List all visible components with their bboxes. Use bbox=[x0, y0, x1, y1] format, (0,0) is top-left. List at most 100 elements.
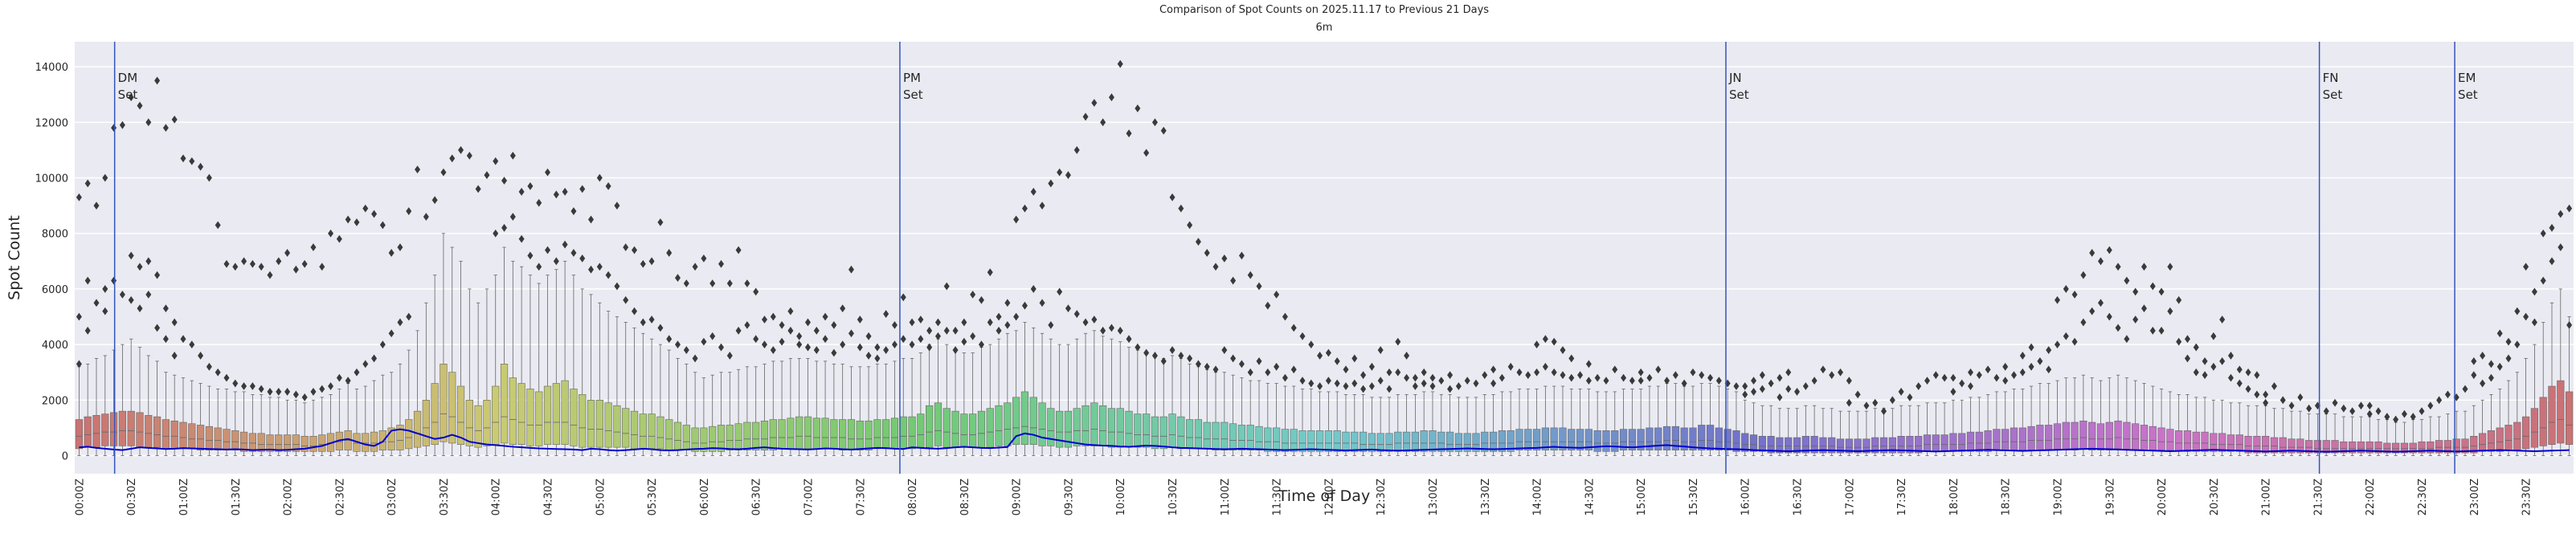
outlier bbox=[388, 249, 395, 257]
x-tick-label: 12:00Z bbox=[1323, 479, 1335, 515]
box bbox=[2418, 441, 2426, 454]
outlier bbox=[345, 215, 351, 224]
outlier bbox=[162, 304, 169, 313]
outlier bbox=[1881, 407, 1887, 416]
box bbox=[595, 400, 603, 448]
box bbox=[769, 419, 777, 450]
x-tick-label: 23:30Z bbox=[2521, 479, 2533, 515]
annotation: Set bbox=[1729, 88, 1749, 102]
box bbox=[301, 435, 309, 452]
outlier bbox=[1907, 393, 1913, 401]
box bbox=[1107, 408, 1116, 448]
outlier bbox=[918, 335, 924, 344]
outlier bbox=[804, 318, 811, 327]
outlier bbox=[76, 312, 82, 321]
outlier bbox=[596, 173, 603, 182]
box bbox=[630, 410, 639, 450]
outlier bbox=[2115, 324, 2121, 332]
outlier bbox=[2097, 257, 2104, 266]
outlier bbox=[258, 385, 264, 393]
outlier bbox=[362, 204, 369, 213]
outlier bbox=[493, 157, 499, 165]
box bbox=[266, 434, 274, 452]
box bbox=[1689, 427, 1697, 450]
outlier bbox=[1759, 385, 1765, 393]
box bbox=[613, 405, 621, 448]
outlier bbox=[137, 101, 143, 110]
outlier bbox=[1638, 377, 1644, 385]
outlier bbox=[1057, 168, 1063, 177]
outlier bbox=[2540, 229, 2546, 238]
x-tick-label: 18:00Z bbox=[1948, 479, 1961, 515]
box bbox=[127, 410, 135, 446]
box bbox=[1915, 435, 1923, 454]
outlier bbox=[180, 154, 186, 163]
outlier bbox=[1039, 299, 1045, 308]
box bbox=[2045, 425, 2053, 450]
box bbox=[2288, 438, 2296, 454]
box bbox=[2383, 442, 2391, 454]
outlier bbox=[319, 385, 325, 393]
outlier bbox=[1499, 373, 1505, 382]
outlier bbox=[787, 307, 794, 316]
box bbox=[1099, 405, 1107, 446]
outlier bbox=[2106, 246, 2112, 255]
outlier bbox=[336, 373, 342, 382]
box bbox=[908, 416, 916, 450]
outlier bbox=[1265, 368, 1271, 377]
box bbox=[2010, 427, 2018, 450]
box bbox=[1845, 438, 1853, 454]
box bbox=[1879, 437, 1888, 454]
box bbox=[847, 419, 856, 450]
outlier bbox=[2531, 318, 2537, 327]
outlier bbox=[744, 321, 750, 329]
outlier bbox=[1768, 379, 1774, 388]
outlier bbox=[1482, 371, 1488, 380]
outlier bbox=[2002, 362, 2009, 371]
outlier bbox=[198, 162, 204, 171]
outlier bbox=[1073, 146, 1080, 154]
outlier bbox=[2149, 326, 2156, 335]
outlier bbox=[2176, 295, 2182, 304]
outlier bbox=[76, 360, 82, 369]
box bbox=[1255, 426, 1263, 450]
box bbox=[118, 410, 127, 446]
outlier bbox=[145, 290, 152, 299]
outlier bbox=[2375, 407, 2382, 416]
box bbox=[101, 413, 109, 446]
outlier bbox=[822, 335, 828, 344]
outlier bbox=[206, 173, 212, 182]
box bbox=[1801, 435, 1809, 454]
box bbox=[778, 419, 786, 450]
outlier bbox=[2471, 371, 2477, 380]
x-tick-label: 06:30Z bbox=[751, 479, 763, 515]
outlier bbox=[2046, 346, 2052, 354]
x-tick-label: 02:30Z bbox=[334, 479, 346, 515]
outlier bbox=[1351, 354, 1358, 363]
box bbox=[370, 431, 378, 452]
x-tick-label: 01:30Z bbox=[231, 479, 243, 515]
box bbox=[440, 364, 448, 442]
outlier bbox=[605, 271, 611, 279]
outlier bbox=[640, 318, 646, 327]
annotation: Set bbox=[2458, 88, 2478, 102]
box bbox=[2270, 437, 2279, 454]
outlier bbox=[1429, 382, 1436, 390]
outlier bbox=[2471, 356, 2477, 365]
box bbox=[1698, 425, 1706, 450]
outlier bbox=[596, 263, 603, 271]
outlier bbox=[1238, 360, 1245, 369]
outlier bbox=[336, 234, 342, 243]
outlier bbox=[2523, 312, 2529, 321]
x-axis-label: Time of Day bbox=[1278, 487, 1370, 505]
outlier bbox=[1916, 382, 1922, 390]
x-tick-label: 19:00Z bbox=[2052, 479, 2064, 515]
outlier bbox=[2480, 379, 2486, 388]
outlier bbox=[1621, 373, 1627, 382]
box bbox=[1810, 435, 1818, 454]
box bbox=[188, 423, 196, 450]
outlier bbox=[909, 340, 915, 349]
outlier bbox=[2158, 287, 2165, 296]
outlier bbox=[1404, 373, 1410, 382]
box bbox=[1611, 430, 1619, 452]
